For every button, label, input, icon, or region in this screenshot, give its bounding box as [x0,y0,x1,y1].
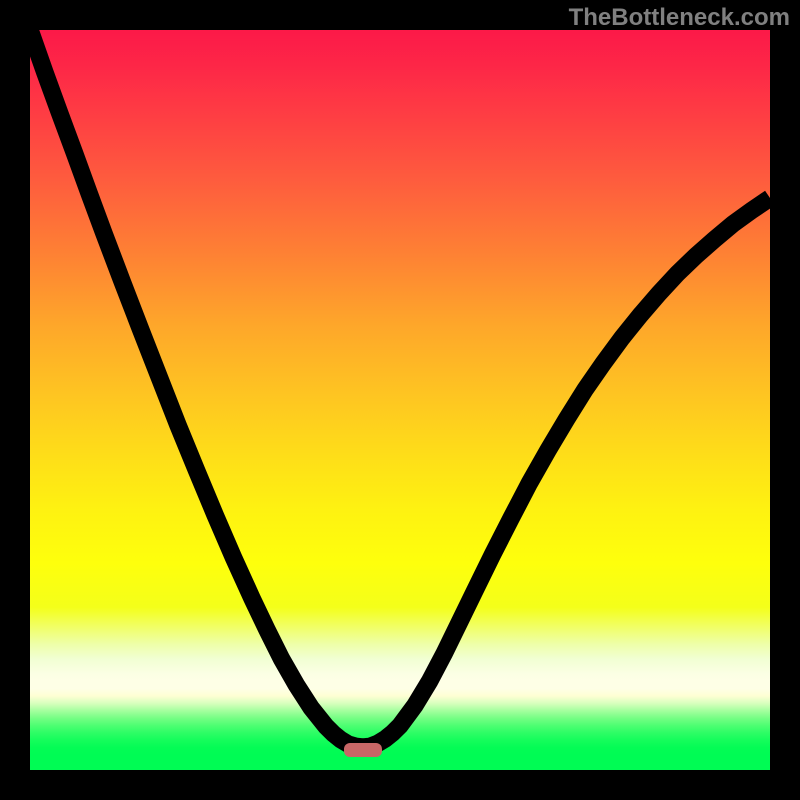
bottleneck-curve [30,30,770,747]
bottleneck-marker [344,743,382,757]
plot-area [30,30,770,770]
curve-overlay [30,30,770,770]
watermark-text: TheBottleneck.com [569,4,790,32]
chart-container: TheBottleneck.com [0,0,800,800]
